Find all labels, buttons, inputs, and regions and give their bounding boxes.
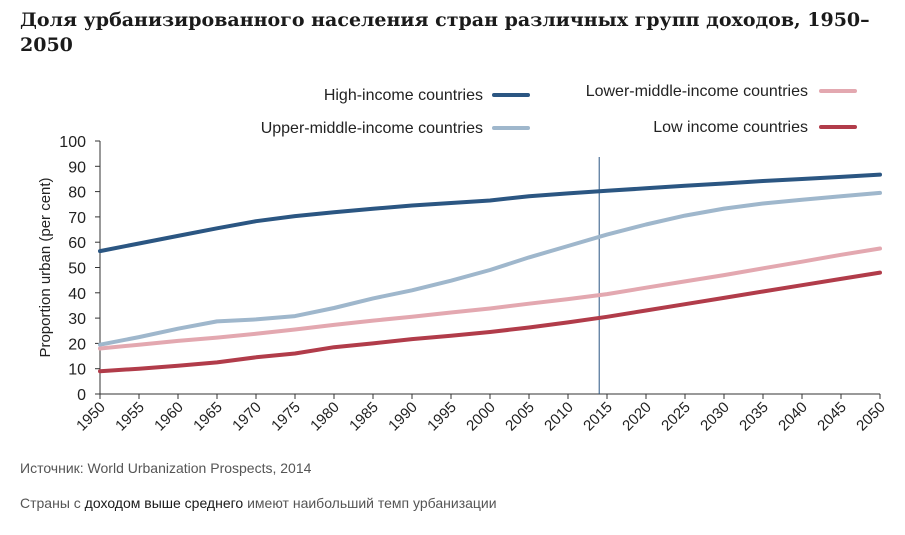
series-line-1 [98,190,882,347]
x-tick-label: 1985 [346,399,382,435]
x-tick-label: 2040 [775,399,811,435]
y-tick-label: 90 [68,159,86,176]
y-tick-label: 60 [68,235,86,252]
x-tick-label: 2045 [814,399,850,435]
x-tick-label: 1995 [424,399,460,435]
legend-label-3: Low income countries [653,119,808,136]
source-note: Источник: World Urbanization Prospects, … [20,460,312,476]
x-tick-label: 1975 [268,399,304,435]
y-tick-label: 70 [68,210,86,227]
caption-highlight: доходом выше среднего [84,495,244,511]
x-tick-label: 2050 [853,399,889,435]
x-tick-label: 2010 [541,399,577,435]
x-tick-label: 2035 [736,399,772,435]
x-tick-label: 1955 [112,399,148,435]
page-title: Доля урбанизированного населения стран р… [20,9,870,56]
caption-start: Страны с [20,495,85,511]
x-tick-label: 1980 [307,399,343,435]
x-tick-label: 1960 [151,399,187,435]
x-tick-label: 1950 [73,399,109,435]
legend-label-0: High-income countries [324,87,483,104]
y-axis-title: Proportion urban (per cent) [37,177,54,357]
x-tick-label: 2005 [502,399,538,435]
x-tick-label: 2020 [619,399,655,435]
series-line-3 [98,270,882,374]
y-tick-label: 10 [68,362,86,379]
x-tick-label: 1990 [385,399,421,435]
chart-caption: Страны с доходом выше среднего имеют наи… [20,495,497,511]
x-tick-label: 2015 [580,399,616,435]
x-tick-label: 2025 [658,399,694,435]
x-tick-label: 1970 [229,399,265,435]
y-tick-label: 20 [68,336,86,353]
caption-end: имеют наибольший темп урбанизации [243,495,497,511]
x-tick-label: 2030 [697,399,733,435]
x-tick-label: 2000 [463,399,499,435]
y-tick-label: 50 [68,261,86,278]
x-tick-label: 1965 [190,399,226,435]
y-tick-label: 0 [77,387,86,404]
series-line-0 [98,172,882,254]
series-line-2 [98,246,882,351]
y-tick-label: 80 [68,185,86,202]
y-tick-label: 40 [68,286,86,303]
legend-label-1: Upper-middle-income countries [261,120,483,137]
legend-label-2: Lower-middle-income countries [586,83,808,100]
y-tick-label: 100 [59,134,86,151]
y-tick-label: 30 [68,311,86,328]
